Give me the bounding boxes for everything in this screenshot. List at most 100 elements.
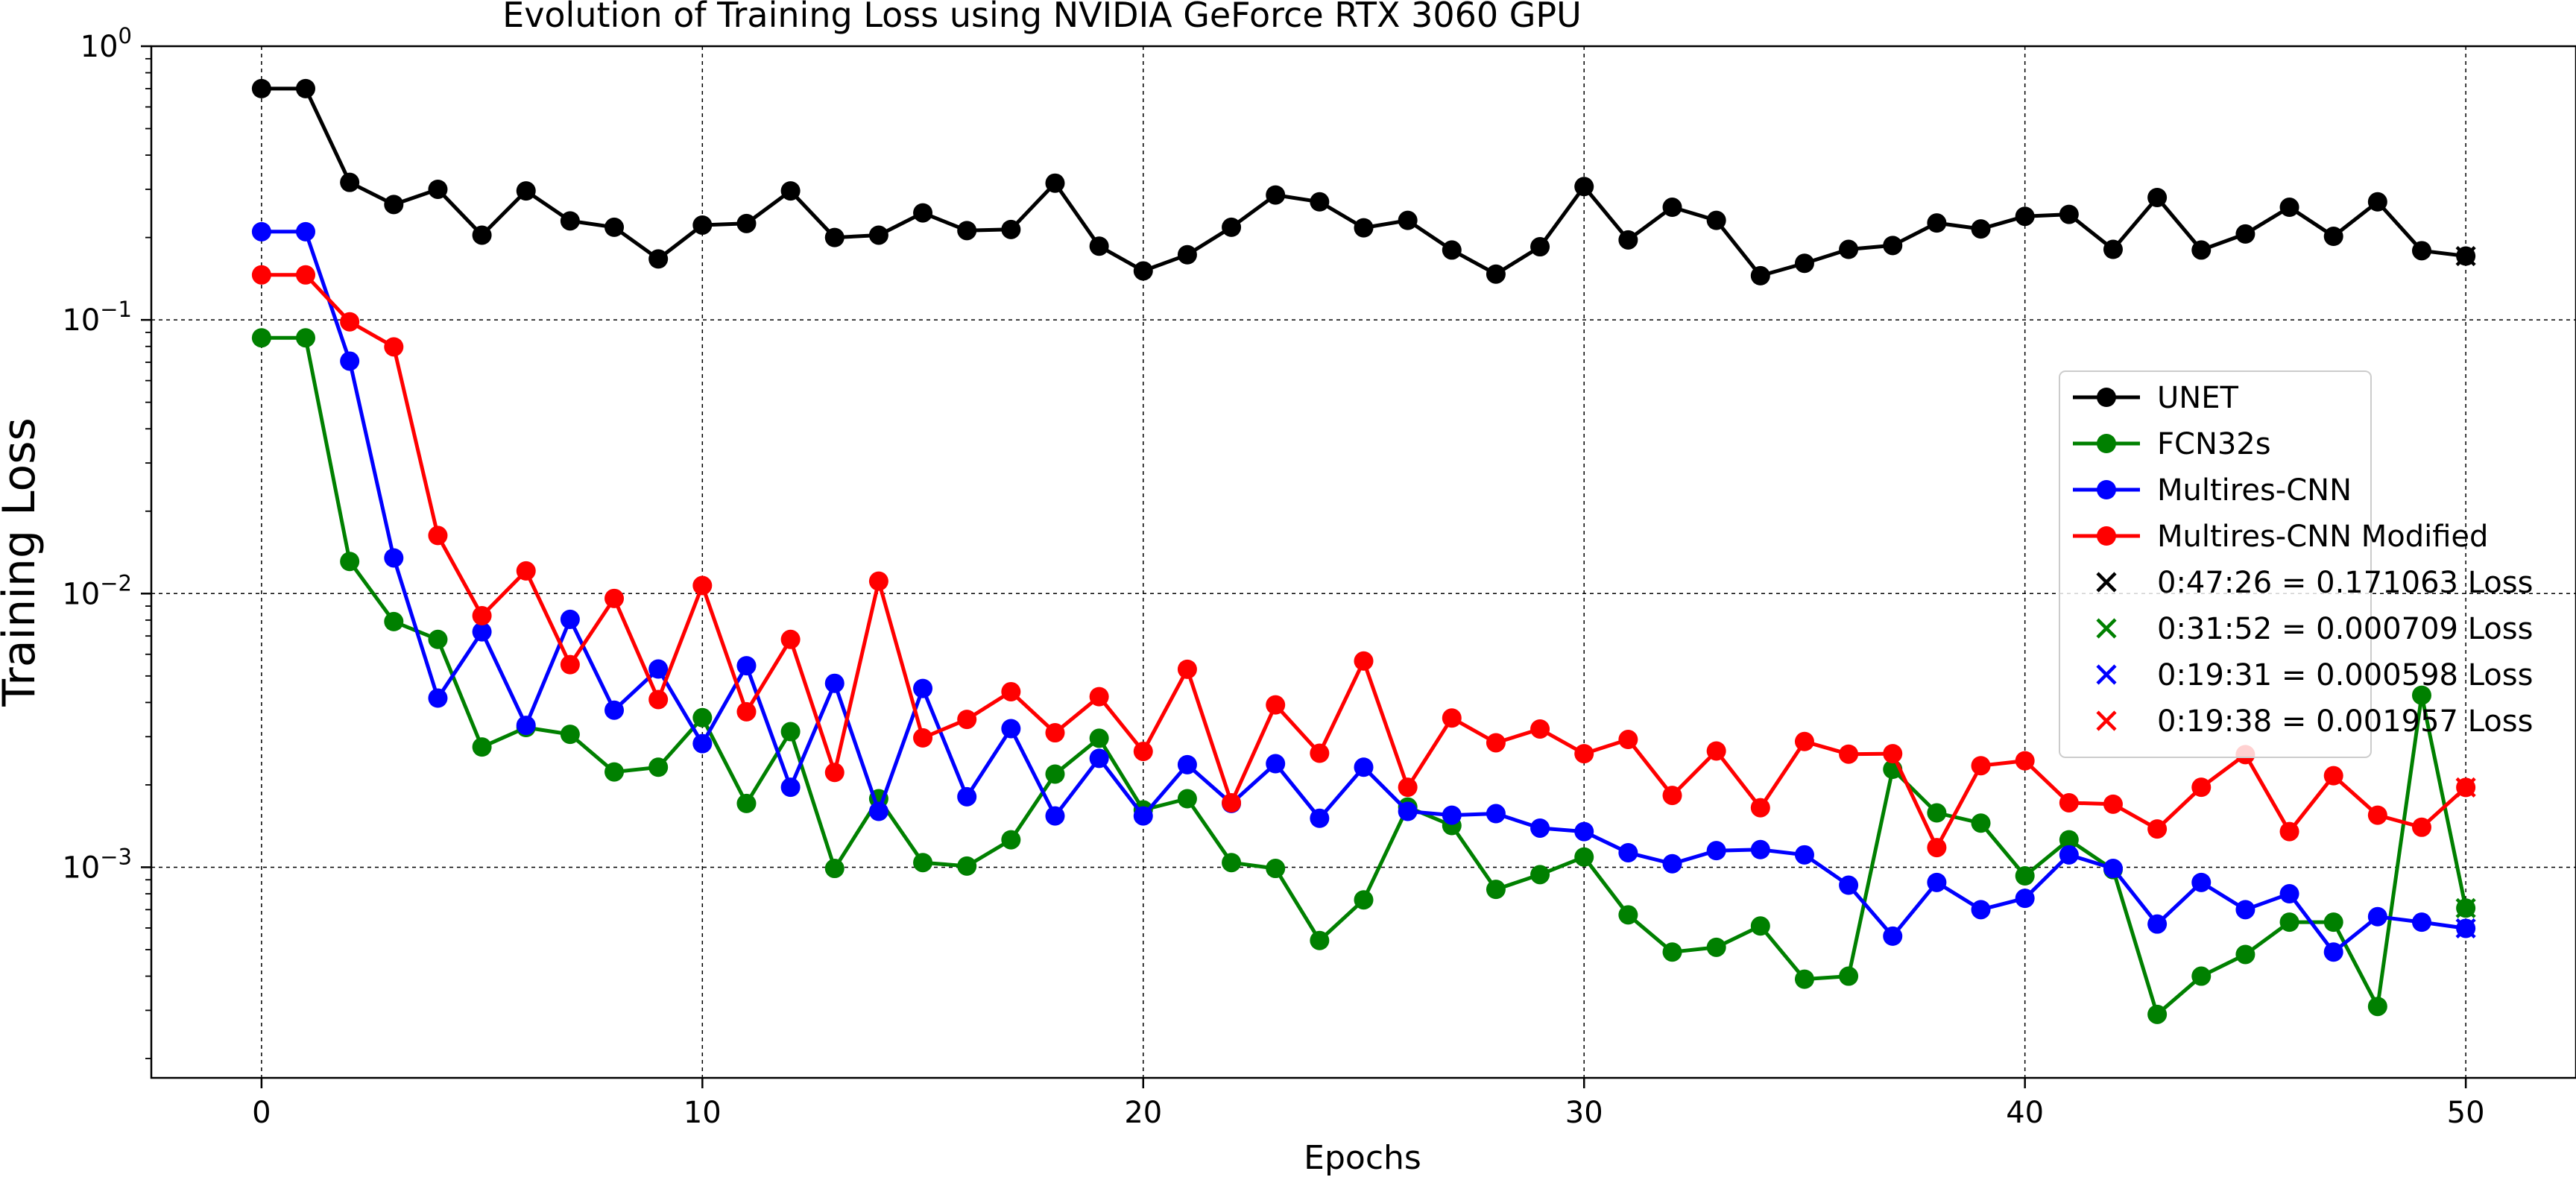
legend-marker (2097, 388, 2116, 407)
data-point-multires-cnn (251, 221, 271, 242)
data-point-multires-cnn (648, 659, 669, 679)
data-point-fcn32s (913, 853, 933, 873)
data-point-unet (1883, 236, 1903, 256)
data-point-fcn32s (736, 793, 757, 813)
data-point-unet (1706, 210, 1726, 230)
data-point-multires-cnn-modified (1442, 708, 1462, 728)
data-point-multires-cnn-modified (1927, 838, 1947, 858)
x-tick-label: 40 (2006, 1096, 2044, 1130)
legend-label: FCN32s (2157, 427, 2271, 461)
data-point-unet (692, 215, 713, 235)
data-point-fcn32s (692, 707, 713, 728)
legend-marker (2097, 480, 2116, 499)
data-point-multires-cnn (296, 221, 316, 242)
legend-marker (2097, 526, 2116, 546)
data-point-multires-cnn (2059, 845, 2079, 865)
data-point-multires-cnn-modified (560, 654, 580, 675)
data-point-multires-cnn-modified (2191, 777, 2212, 798)
data-point-multires-cnn-modified (1001, 681, 1021, 701)
data-point-fcn32s (1927, 803, 1947, 823)
data-point-fcn32s (2323, 912, 2343, 933)
data-point-unet (2059, 204, 2079, 224)
legend-label: 0:31:52 = 0.000709 Loss (2157, 612, 2533, 646)
axes: 0 10 20 30 40 50 100 10−1 10−2 10−3 (62, 23, 2484, 1130)
data-point-fcn32s (957, 856, 977, 876)
data-point-multires-cnn-modified (1222, 792, 1242, 812)
x-axis-label: Epochs (1304, 1139, 1421, 1177)
data-point-multires-cnn (1442, 805, 1462, 825)
data-point-fcn32s (1839, 966, 1859, 986)
cross-stroke (2096, 664, 2117, 685)
data-point-fcn32s (1662, 942, 1682, 962)
data-point-multires-cnn-modified (296, 265, 316, 285)
data-point-fcn32s (472, 737, 492, 757)
y-tick-label: 100 (80, 23, 132, 64)
x-tick-label: 30 (1565, 1096, 1603, 1130)
y-tick-label: 10−3 (62, 844, 132, 885)
data-point-multires-cnn (1045, 806, 1065, 826)
data-point-multires-cnn-modified (1971, 756, 1991, 776)
data-point-unet (1398, 210, 1418, 230)
data-point-multires-cnn (1662, 853, 1682, 874)
cross-stroke (2096, 572, 2117, 593)
data-point-multires-cnn (1398, 801, 1418, 821)
data-point-unet (1089, 236, 1109, 256)
x-tick-label: 0 (252, 1096, 271, 1130)
data-point-multires-cnn (1574, 821, 1594, 842)
data-point-multires-cnn (957, 786, 977, 807)
data-point-multires-cnn (1530, 818, 1550, 838)
data-point-multires-cnn-modified (516, 561, 536, 581)
data-point-multires-cnn (1706, 841, 1726, 861)
data-point-multires-cnn-modified (1618, 730, 1638, 750)
data-point-unet (2103, 239, 2123, 259)
data-point-multires-cnn (1133, 806, 1153, 826)
data-point-multires-cnn-modified (957, 710, 977, 730)
data-point-fcn32s (2235, 944, 2255, 965)
data-point-multires-cnn (1266, 754, 1286, 774)
data-point-unet (516, 181, 536, 201)
data-point-multires-cnn (1089, 748, 1109, 769)
cross-stroke (2455, 918, 2476, 939)
data-point-unet (2323, 227, 2343, 247)
data-point-fcn32s (560, 725, 580, 745)
data-point-fcn32s (2147, 1004, 2168, 1024)
data-point-multires-cnn (340, 351, 360, 371)
y-tick-label: 10−1 (62, 297, 132, 338)
data-point-fcn32s (340, 552, 360, 572)
data-point-fcn32s (1089, 728, 1109, 748)
data-point-fcn32s (1706, 937, 1726, 957)
cross-stroke (2096, 618, 2117, 639)
data-point-multires-cnn (1883, 926, 1903, 946)
data-point-multires-cnn-modified (1574, 744, 1594, 764)
cross-stroke (2455, 777, 2476, 798)
data-point-unet (1310, 192, 1330, 212)
data-point-multires-cnn-modified (2367, 805, 2387, 825)
data-point-multires-cnn (2323, 942, 2343, 962)
data-point-fcn32s (2279, 912, 2299, 933)
data-point-multires-cnn-modified (2103, 794, 2123, 814)
data-point-multires-cnn-modified (1310, 743, 1330, 763)
data-point-fcn32s (1750, 916, 1770, 936)
data-point-fcn32s (780, 722, 801, 742)
data-point-fcn32s (1266, 859, 1286, 879)
data-point-unet (736, 213, 757, 233)
data-point-unet (2367, 192, 2387, 212)
data-point-multires-cnn (2411, 912, 2431, 933)
data-point-unet (1266, 185, 1286, 205)
data-point-multires-cnn (1839, 875, 1859, 895)
data-point-multires-cnn-modified (2059, 792, 2079, 812)
data-point-multires-cnn-modified (1662, 786, 1682, 806)
data-point-unet (2235, 224, 2255, 244)
data-point-multires-cnn-modified (251, 265, 271, 285)
data-point-fcn32s (824, 859, 845, 879)
data-point-fcn32s (1530, 865, 1550, 885)
data-point-unet (1618, 230, 1638, 250)
data-point-multires-cnn (1971, 900, 1991, 920)
data-point-unet (1486, 264, 1506, 284)
data-point-fcn32s (1794, 969, 1814, 989)
data-point-multires-cnn (472, 622, 492, 642)
data-point-fcn32s (1177, 789, 1197, 809)
data-point-multires-cnn-modified (2279, 821, 2299, 842)
data-point-multires-cnn (1354, 757, 1374, 777)
